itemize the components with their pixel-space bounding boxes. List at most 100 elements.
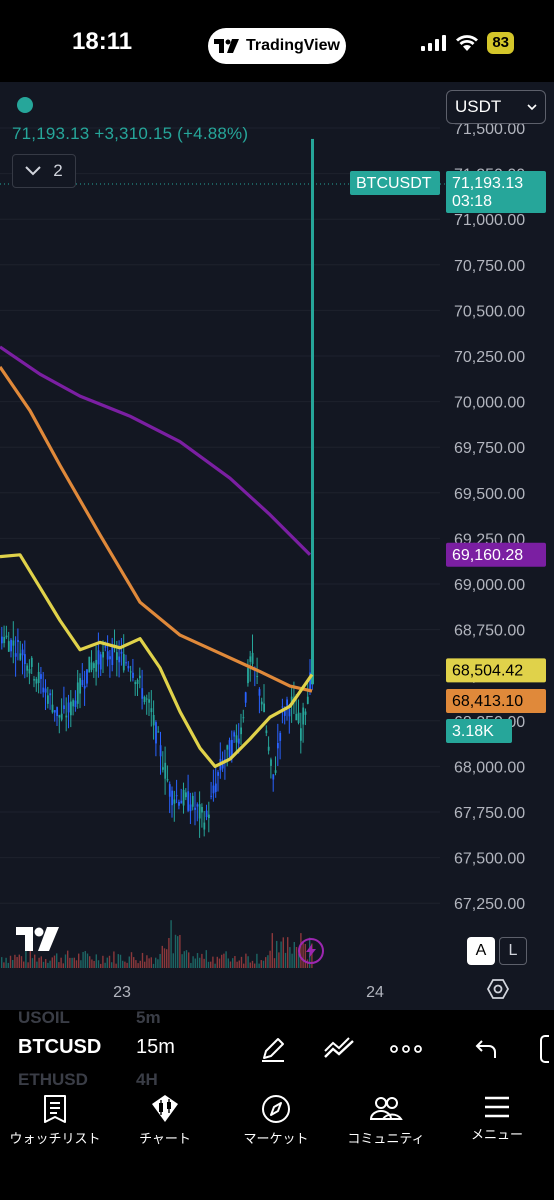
price-tick-label: 69,750.00 <box>454 440 525 457</box>
fullscreen-button[interactable] <box>530 1032 554 1066</box>
volume-tag-text: 3.18K <box>452 723 494 740</box>
candle-body <box>187 791 190 811</box>
candle-body <box>302 707 305 725</box>
undo-icon <box>475 1040 496 1058</box>
chart-area[interactable]: 71,500.0071,250.0071,000.0070,750.0070,5… <box>0 82 554 1010</box>
volume-bar <box>227 958 229 968</box>
volume-bar <box>251 960 254 968</box>
volume-bar <box>49 960 51 968</box>
volume-bar <box>225 951 227 968</box>
nav-market[interactable]: マーケット <box>221 1086 331 1156</box>
candle-body <box>86 669 88 684</box>
currency-select[interactable]: USDT <box>446 90 546 124</box>
compass-icon <box>262 1095 290 1123</box>
volume-bar <box>93 960 95 968</box>
purple-ma-tag-bg <box>446 542 546 567</box>
volume-bar <box>205 950 207 968</box>
volume-bar <box>7 962 9 968</box>
volume-bar <box>124 961 126 968</box>
candle-body <box>272 774 275 780</box>
volume-bar <box>223 953 225 968</box>
candle-body <box>182 789 185 806</box>
volume-bar <box>16 957 18 968</box>
candle-body <box>228 740 231 758</box>
volume-bar <box>1 957 3 968</box>
volume-bar <box>232 958 234 968</box>
volume-bar <box>287 937 289 968</box>
indicator-toggle-button[interactable]: 2 <box>12 154 76 188</box>
battery-level: 83 <box>487 32 514 54</box>
candle-body <box>83 685 86 689</box>
undo-button[interactable] <box>469 1032 503 1066</box>
time-tick-label: 23 <box>113 984 131 1001</box>
candle-body <box>212 785 215 794</box>
candle-body <box>198 804 201 819</box>
interval-picker[interactable]: 15m <box>136 1036 175 1058</box>
candle-body <box>95 659 98 672</box>
volume-bar <box>284 952 287 968</box>
candle-body <box>288 709 291 717</box>
symbol-picker[interactable]: BTCUSD <box>18 1036 102 1058</box>
volume-bar <box>58 962 60 968</box>
volume-bar <box>166 949 168 968</box>
candle-body <box>1 636 3 644</box>
spike-candle <box>311 138 314 685</box>
candle-body <box>205 810 208 818</box>
nav-chart[interactable]: チャート <box>110 1086 220 1156</box>
candle-body <box>10 639 12 652</box>
nav-menu[interactable]: メニュー <box>442 1086 552 1156</box>
watchlist-icon <box>44 1095 66 1123</box>
bottom-navigation: ウォッチリスト チャート マーケット コミュニティ メニュー <box>0 1086 554 1200</box>
chart-settings-icon[interactable] <box>486 977 510 1001</box>
volume-bar <box>207 961 210 968</box>
candle-body <box>28 669 31 674</box>
candle-body <box>79 678 81 694</box>
yellow-ma-tag-text: 68,504.42 <box>452 662 523 679</box>
price-tick-label: 70,000.00 <box>454 395 525 412</box>
candle-body <box>37 671 40 683</box>
volume-bar <box>201 953 203 968</box>
candle-body <box>251 652 254 664</box>
menu-icon <box>485 1096 509 1118</box>
candle-body <box>81 679 84 686</box>
candle-body <box>26 665 29 671</box>
lightning-icon[interactable] <box>298 938 324 964</box>
candle-body <box>136 679 139 684</box>
volume-bar <box>117 954 119 968</box>
volume-bar <box>179 934 181 968</box>
chevron-down-icon <box>527 103 537 110</box>
candle-body <box>40 674 42 679</box>
volume-bar <box>139 960 141 968</box>
indicators-button[interactable] <box>322 1032 356 1066</box>
candle-body <box>118 656 121 663</box>
candle-body <box>70 701 72 716</box>
nav-community[interactable]: コミュニティ <box>331 1086 441 1156</box>
candle-body <box>65 715 68 718</box>
candle-body <box>164 762 167 779</box>
candle-body <box>14 653 17 657</box>
nav-watchlist[interactable]: ウォッチリスト <box>0 1086 110 1156</box>
candle-body <box>30 657 33 667</box>
candle-body <box>159 745 162 757</box>
volume-bar <box>89 956 91 968</box>
volume-bar <box>199 957 201 968</box>
log-scale-button[interactable]: L <box>499 937 527 965</box>
volume-bar <box>174 934 177 968</box>
volume-bar <box>243 963 245 968</box>
drawing-tool-button[interactable] <box>256 1032 290 1066</box>
last-price-tag-text: 71,193.13 <box>452 175 523 192</box>
price-chart[interactable]: 71,500.0071,250.0071,000.0070,750.0070,5… <box>0 82 554 1010</box>
volume-bar <box>150 957 152 968</box>
volume-bar <box>229 961 232 968</box>
volume-bar <box>196 953 199 968</box>
auto-scale-button[interactable]: A <box>467 937 495 965</box>
tradingview-pill[interactable]: TradingView <box>208 28 346 64</box>
more-button[interactable] <box>389 1032 423 1066</box>
volume-bar <box>82 951 84 968</box>
price-change: 71,193.13 +3,310.15 (+4.88%) <box>12 124 249 143</box>
candle-body <box>97 650 100 665</box>
volume-bar <box>293 941 295 968</box>
volume-bar <box>254 963 256 968</box>
ghost-symbol-above: USOIL <box>18 1010 70 1027</box>
candle-body <box>24 654 26 665</box>
